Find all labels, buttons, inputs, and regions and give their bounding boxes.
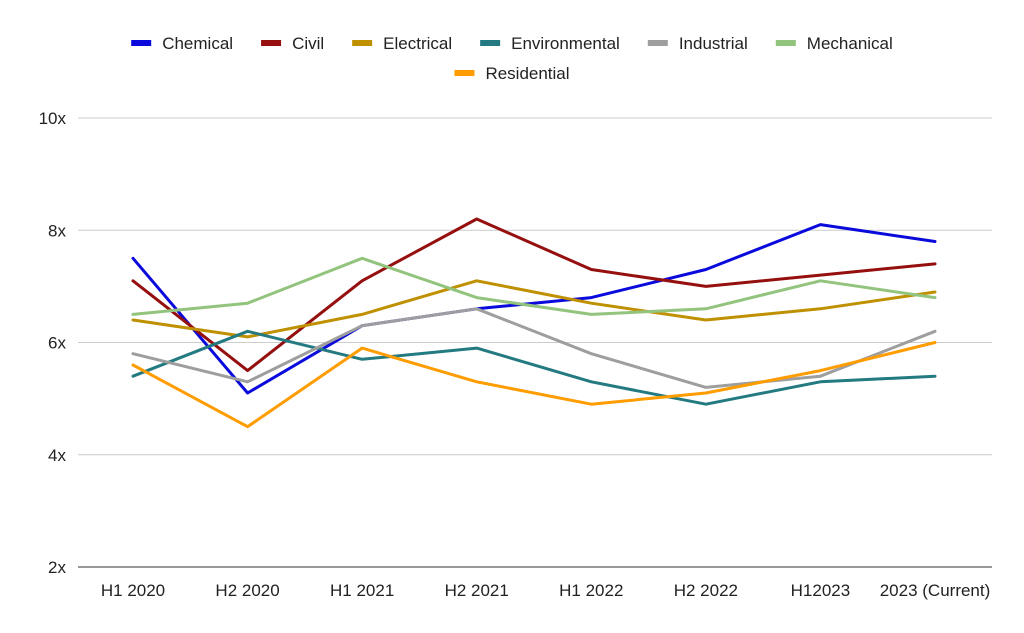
legend-swatch <box>131 40 152 46</box>
x-tick-label: H1 2022 <box>559 581 623 600</box>
y-tick-label: 2x <box>48 558 66 577</box>
series-line-industrial <box>131 307 937 389</box>
legend-item-mechanical: Mechanical <box>775 34 893 53</box>
legend-item-civil: Civil <box>261 34 324 53</box>
legend-swatch <box>352 40 373 46</box>
chart-series <box>131 217 937 429</box>
series-line-mechanical <box>131 256 937 316</box>
chart-gridlines <box>78 117 992 568</box>
series-line-chemical <box>131 223 937 395</box>
series-line-environmental <box>131 329 937 406</box>
legend-swatch <box>454 70 475 76</box>
legend-label: Chemical <box>162 34 233 53</box>
legend-item-environmental: Environmental <box>480 34 620 53</box>
legend-item-chemical: Chemical <box>131 34 233 53</box>
legend-item-electrical: Electrical <box>352 34 452 53</box>
series-line-residential <box>131 341 937 429</box>
legend-swatch <box>261 40 282 46</box>
x-tick-label: 2023 (Current) <box>880 581 991 600</box>
y-axis: 2x 4x 6x 8x 10x <box>39 109 67 577</box>
y-tick-label: 8x <box>48 221 66 240</box>
legend-swatch <box>480 40 501 46</box>
legend-label: Civil <box>292 34 324 53</box>
y-tick-label: 6x <box>48 334 66 353</box>
legend-item-residential: Residential <box>454 64 570 83</box>
x-tick-label: H1 2021 <box>330 581 394 600</box>
series-line-civil <box>131 217 937 373</box>
y-tick-label: 4x <box>48 446 66 465</box>
legend-item-industrial: Industrial <box>647 34 748 53</box>
x-tick-label: H12023 <box>791 581 851 600</box>
legend-label: Electrical <box>383 34 452 53</box>
legend-label: Residential <box>485 64 569 83</box>
legend-label: Environmental <box>511 34 620 53</box>
legend-label: Mechanical <box>807 34 893 53</box>
x-tick-label: H2 2020 <box>215 581 279 600</box>
x-tick-label: H2 2021 <box>445 581 509 600</box>
x-axis: H1 2020 H2 2020 H1 2021 H2 2021 H1 2022 H2 20… <box>101 581 990 600</box>
series-line-electrical <box>131 279 937 339</box>
x-tick-label: H1 2020 <box>101 581 165 600</box>
x-tick-label: H2 2022 <box>674 581 738 600</box>
chart-legend: Chemical Civil Electrical Environmental Indu… <box>131 34 893 83</box>
legend-swatch <box>647 40 668 46</box>
legend-label: Industrial <box>679 34 748 53</box>
legend-swatch <box>775 40 796 46</box>
y-tick-label: 10x <box>39 109 67 128</box>
